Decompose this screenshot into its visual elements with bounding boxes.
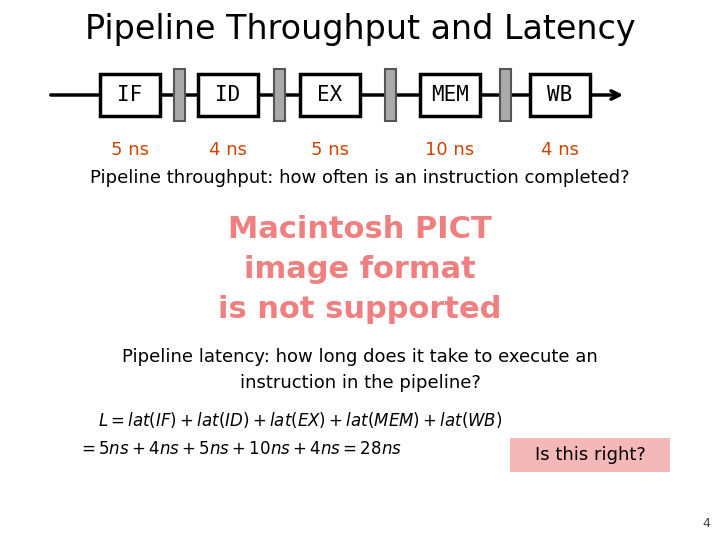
Bar <box>174 69 184 121</box>
Bar <box>384 69 395 121</box>
Text: MEM: MEM <box>431 85 469 105</box>
Text: 4 ns: 4 ns <box>209 141 247 159</box>
Text: 5 ns: 5 ns <box>311 141 349 159</box>
Bar <box>530 74 590 116</box>
Text: Macintosh PICT: Macintosh PICT <box>228 215 492 245</box>
Text: Pipeline throughput: how often is an instruction completed?: Pipeline throughput: how often is an ins… <box>90 169 630 187</box>
Text: is not supported: is not supported <box>218 295 502 325</box>
Text: Pipeline latency: how long does it take to execute an
instruction in the pipelin: Pipeline latency: how long does it take … <box>122 348 598 392</box>
Text: 4: 4 <box>702 517 710 530</box>
Text: 10 ns: 10 ns <box>426 141 474 159</box>
Text: Is this right?: Is this right? <box>534 446 645 464</box>
Text: WB: WB <box>547 85 572 105</box>
Text: 5 ns: 5 ns <box>111 141 149 159</box>
Text: IF: IF <box>117 85 143 105</box>
Bar <box>300 74 360 116</box>
Bar <box>198 74 258 116</box>
Text: EX: EX <box>318 85 343 105</box>
Bar <box>420 74 480 116</box>
Text: image format: image format <box>244 255 476 285</box>
Text: ID: ID <box>215 85 240 105</box>
Bar <box>510 438 670 472</box>
Bar <box>100 74 160 116</box>
Text: $= 5ns + 4ns + 5ns + 10ns + 4ns = 28ns$: $= 5ns + 4ns + 5ns + 10ns + 4ns = 28ns$ <box>78 442 402 458</box>
Text: Pipeline Throughput and Latency: Pipeline Throughput and Latency <box>85 14 635 46</box>
Bar <box>500 69 510 121</box>
Bar <box>274 69 284 121</box>
Text: 4 ns: 4 ns <box>541 141 579 159</box>
Text: $L = lat(IF) + lat(ID) + lat(EX) + lat(MEM) + lat(WB)$: $L = lat(IF) + lat(ID) + lat(EX) + lat(M… <box>98 410 503 430</box>
